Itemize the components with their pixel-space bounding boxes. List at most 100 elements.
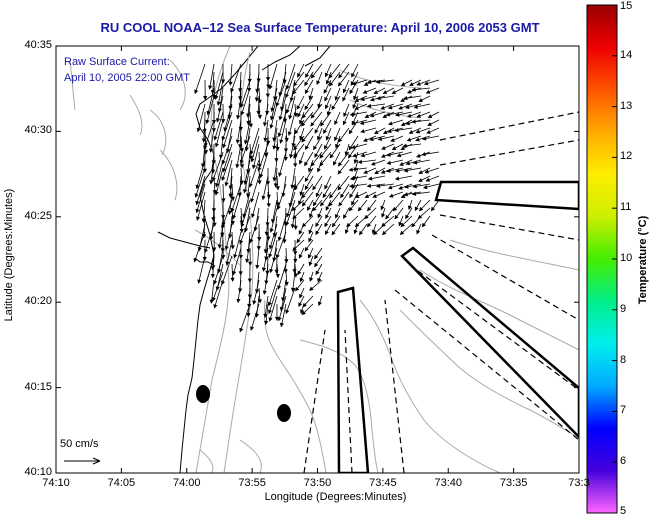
current-vector-head (257, 114, 262, 120)
radar-dashed-line (431, 234, 579, 321)
current-vector (212, 151, 224, 181)
current-vector-head (225, 261, 230, 266)
current-vector (268, 231, 278, 258)
current-vector-head (424, 169, 430, 174)
x-tick-label: 74:10 (42, 477, 70, 489)
current-vector-head (275, 273, 280, 279)
current-vector (217, 79, 224, 106)
current-vector-head (406, 89, 412, 94)
current-vector-head (324, 104, 329, 110)
current-vector-head (386, 152, 391, 157)
current-vector-head (349, 193, 354, 199)
current-vector (239, 303, 251, 332)
colorbar-tick-label: 6 (620, 455, 627, 468)
current-vector-head (322, 193, 327, 199)
current-vector-head (307, 254, 312, 259)
current-vector-head (349, 176, 355, 181)
current-vector-head (337, 162, 343, 167)
current-vector (243, 191, 251, 218)
contour-line (419, 269, 579, 351)
current-vector (286, 191, 296, 217)
current-vector-head (267, 309, 273, 315)
current-vector (273, 127, 278, 150)
current-vector-head (275, 202, 280, 207)
current-vector-head (363, 137, 368, 142)
current-vector-head (208, 148, 214, 153)
current-vector-head (290, 184, 295, 190)
current-vector-head (394, 128, 399, 133)
current-vector (268, 287, 278, 314)
current-vector-head (269, 228, 274, 233)
current-vector (285, 71, 296, 98)
current-vector-head (308, 237, 313, 243)
current-vector (273, 119, 278, 142)
current-vector-head (297, 270, 302, 276)
current-vector-head (316, 136, 321, 141)
current-vector (215, 167, 224, 195)
current-vector-head (261, 195, 266, 201)
current-vector-head (309, 277, 314, 282)
current-vector-head (288, 115, 293, 120)
current-vector-head (224, 182, 229, 187)
contour-line (195, 46, 231, 473)
current-vector-head (351, 145, 356, 150)
current-vector (256, 71, 260, 93)
colorbar-tick-label: 9 (620, 302, 627, 315)
current-vector (280, 287, 287, 311)
current-vector-head (353, 159, 358, 164)
y-tick-label: 40:20 (24, 295, 52, 308)
radar-dashed-line (409, 264, 579, 391)
current-vector-head (283, 156, 288, 162)
x-tick-label: 74:05 (107, 477, 136, 489)
current-vector-head (214, 182, 220, 188)
current-vector-head (284, 281, 289, 287)
current-vector-head (267, 301, 272, 307)
current-vector-head (208, 85, 213, 90)
current-vector-head (323, 129, 328, 135)
current-vector-head (250, 326, 255, 331)
current-vector-head (317, 103, 322, 109)
current-vector-head (236, 115, 241, 120)
current-vector-head (344, 151, 349, 156)
current-vector-head (348, 129, 353, 135)
current-vector (196, 175, 206, 205)
current-vector-head (413, 104, 419, 109)
current-vector-head (308, 261, 313, 267)
scale-arrow-head (92, 457, 101, 465)
current-vector-head (279, 139, 284, 144)
current-vector (244, 159, 251, 185)
current-vector-head (298, 302, 303, 307)
current-vector-head (310, 122, 315, 127)
current-vector-head (205, 119, 210, 125)
current-vector-head (295, 286, 300, 292)
current-vector (195, 167, 206, 198)
colorbar-label: Temperature (°C) (637, 215, 649, 305)
current-vector-head (398, 185, 403, 190)
current-vector-head (380, 169, 386, 174)
current-vector-head (222, 167, 227, 173)
current-vector-head (285, 309, 290, 315)
current-vector-head (412, 184, 417, 189)
current-vector-head (342, 120, 347, 126)
current-vector-head (193, 257, 198, 263)
current-vector-head (195, 184, 200, 190)
current-vector (229, 215, 233, 238)
current-vector-head (354, 105, 359, 110)
current-vector-head (243, 140, 249, 145)
current-vector (210, 279, 215, 304)
current-vector (278, 215, 287, 241)
current-vector (240, 79, 251, 108)
current-vector-head (272, 145, 277, 150)
current-vector-head (282, 239, 287, 244)
current-vector-head (333, 161, 337, 166)
current-vector-head (312, 201, 317, 207)
contour-line (194, 229, 241, 266)
overlay-text-line2: April 10, 2005 22:00 GMT (64, 72, 190, 84)
current-vector-head (209, 236, 214, 241)
current-vector-head (390, 137, 395, 142)
x-tick-label: 73:40 (434, 477, 463, 489)
current-vector-head (206, 110, 211, 116)
current-vector-head (349, 183, 354, 189)
current-vector-head (263, 249, 268, 254)
current-vector-head (314, 129, 319, 134)
